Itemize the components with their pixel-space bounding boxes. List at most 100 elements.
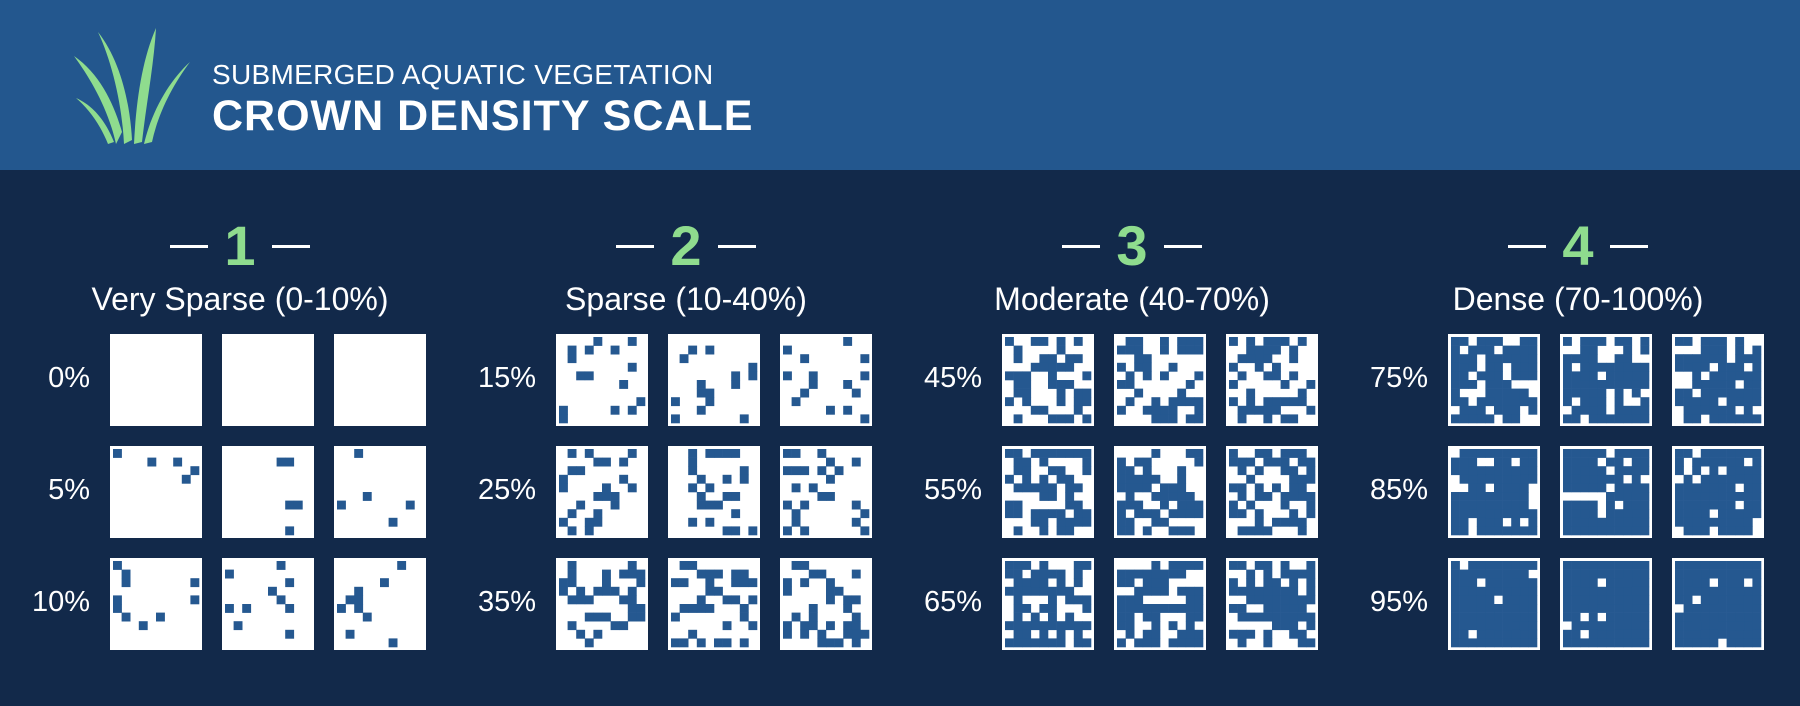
vegetation-cell — [1606, 492, 1615, 501]
density-pattern — [1672, 446, 1764, 538]
vegetation-cell — [1502, 405, 1512, 415]
vegetation-cell — [1692, 362, 1702, 372]
vegetation-cell — [1709, 388, 1719, 398]
vegetation-cell — [1692, 500, 1702, 510]
vegetation-cell — [1246, 595, 1256, 605]
class-number: 1 — [224, 214, 256, 277]
vegetation-cell — [1606, 612, 1615, 622]
vegetation-cell — [1519, 561, 1529, 570]
vegetation-cell — [1134, 569, 1144, 579]
vegetation-cell — [696, 380, 706, 389]
vegetation-cell — [576, 629, 586, 639]
vegetation-cell — [1451, 337, 1460, 346]
vegetation-cell — [1631, 414, 1641, 424]
vegetation-cell — [1571, 483, 1581, 493]
density-pattern — [1672, 558, 1764, 650]
vegetation-cell — [1030, 405, 1040, 415]
vegetation-cell — [1588, 362, 1598, 372]
vegetation-cell — [1013, 345, 1023, 355]
vegetation-cell — [1254, 492, 1264, 501]
vegetation-cell — [1718, 405, 1727, 415]
vegetation-cell — [1237, 561, 1247, 570]
vegetation-cell — [1237, 629, 1247, 639]
vegetation-cell — [602, 578, 611, 588]
vegetation-cell — [826, 586, 835, 596]
vegetation-cell — [1683, 595, 1693, 605]
vegetation-cell — [1571, 578, 1581, 588]
vegetation-cell — [1125, 595, 1135, 605]
vegetation-cell — [1683, 388, 1693, 398]
vegetation-cell — [1700, 517, 1710, 527]
vegetation-cell — [1631, 380, 1641, 389]
vegetation-cell — [1280, 612, 1290, 622]
vegetation-cell — [1588, 595, 1598, 605]
vegetation-cell — [1263, 526, 1273, 536]
vegetation-cell — [1494, 371, 1503, 381]
vegetation-cell — [1571, 604, 1581, 613]
vegetation-cell — [1563, 483, 1572, 493]
vegetation-cell — [1718, 500, 1727, 510]
vegetation-cell — [405, 500, 415, 510]
vegetation-cell — [1160, 569, 1169, 579]
vegetation-cell — [1631, 466, 1641, 476]
vegetation-cell — [1134, 638, 1144, 648]
vegetation-cell — [593, 492, 603, 501]
vegetation-cell — [1752, 500, 1762, 510]
vegetation-cell — [173, 457, 183, 467]
vegetation-cell — [1280, 397, 1290, 407]
vegetation-cell — [843, 621, 853, 631]
vegetation-cell — [1752, 380, 1762, 389]
vegetation-cell — [1588, 629, 1598, 639]
vegetation-cell — [1177, 345, 1187, 355]
vegetation-cell — [1117, 595, 1126, 605]
vegetation-cell — [1073, 397, 1083, 407]
vegetation-cell — [1494, 492, 1503, 501]
vegetation-cell — [1743, 629, 1753, 639]
vegetation-cell — [1476, 449, 1486, 458]
vegetation-cell — [1468, 354, 1478, 364]
vegetation-cell — [791, 561, 801, 570]
vegetation-cell — [1117, 466, 1126, 476]
vegetation-cell — [671, 638, 680, 648]
vegetation-cell — [1511, 638, 1521, 648]
vegetation-cell — [138, 621, 148, 631]
vegetation-cell — [1571, 561, 1581, 570]
vegetation-cell — [1160, 500, 1169, 510]
vegetation-cell — [1030, 586, 1040, 596]
vegetation-cell — [1675, 629, 1684, 639]
density-pattern — [1448, 446, 1540, 538]
vegetation-cell — [602, 483, 611, 493]
vegetation-cell — [1237, 526, 1247, 536]
vegetation-cell — [1614, 380, 1624, 389]
vegetation-cell — [1459, 457, 1469, 467]
vegetation-cell — [1597, 638, 1607, 648]
vegetation-cell — [1039, 517, 1049, 527]
vegetation-cell — [1177, 483, 1187, 493]
vegetation-cell — [1263, 578, 1273, 588]
density-pattern — [110, 334, 202, 426]
vegetation-cell — [1752, 388, 1762, 398]
vegetation-cell — [1494, 397, 1503, 407]
vegetation-cell — [1683, 526, 1693, 536]
vegetation-cell — [1185, 414, 1195, 424]
vegetation-cell — [1614, 604, 1624, 613]
vegetation-cell — [1297, 638, 1307, 648]
vegetation-cell — [1502, 483, 1512, 493]
vegetation-cell — [1743, 474, 1753, 484]
vegetation-cell — [1468, 586, 1478, 596]
vegetation-cell — [1623, 586, 1633, 596]
vegetation-cell — [1752, 621, 1762, 631]
vegetation-cell — [1726, 612, 1736, 622]
vegetation-cell — [1726, 578, 1736, 588]
vegetation-cell — [722, 526, 732, 536]
vegetation-cell — [1185, 595, 1195, 605]
vegetation-cell — [1494, 561, 1503, 570]
vegetation-cell — [1073, 500, 1083, 510]
vegetation-cell — [1675, 561, 1684, 570]
vegetation-cell — [1177, 474, 1187, 484]
vegetation-cell — [1142, 569, 1152, 579]
vegetation-cell — [1597, 526, 1607, 536]
vegetation-cell — [1726, 362, 1736, 372]
vegetation-cell — [1229, 337, 1238, 346]
vegetation-cell — [1289, 345, 1299, 355]
